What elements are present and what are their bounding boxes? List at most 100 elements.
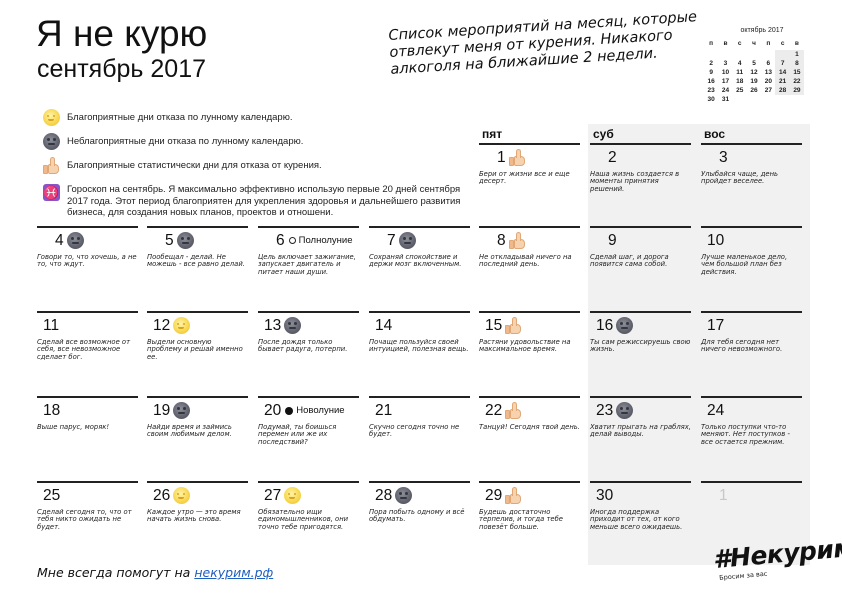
day-quote: Подумай, ты боишься перемен или же их по… (258, 422, 337, 446)
thumbs-up-icon (505, 486, 522, 505)
mini-day: 30 (707, 96, 715, 103)
divider (701, 481, 802, 483)
day-quote: Ты сам режиссируешь свою жизнь. (590, 337, 691, 354)
new-moon-face-icon (616, 317, 634, 334)
mini-day (775, 50, 790, 59)
moon-phase-label: Новолуние (296, 405, 345, 416)
mini-day: 27 (764, 87, 772, 94)
mini-day: 21 (775, 77, 790, 86)
new-moon-face-icon (43, 133, 60, 150)
day-number: 18 (43, 401, 61, 419)
mini-day (733, 50, 747, 59)
legend-horoscope: ♓ Гороскоп на сентябрь. Я максимально эф… (43, 184, 473, 219)
website-link[interactable]: некурим.рф (194, 565, 274, 580)
day-quote: Наша жизнь создается в моменты принятия … (590, 169, 680, 193)
divider (479, 226, 580, 228)
day-cell-17: 17 Для тебя сегодня нет ничего невозможн… (701, 311, 802, 354)
day-number: 25 (43, 486, 61, 504)
day-cell-25: 25 Сделай сегодня то, что от тебя никто … (37, 481, 138, 531)
mini-day: 23 (707, 87, 715, 94)
mini-day: 6 (766, 60, 771, 67)
day-number: 9 (608, 231, 617, 249)
day-number: 1 (719, 486, 728, 504)
day-number: 21 (375, 401, 393, 419)
divider (258, 396, 359, 398)
full-moon-icon (288, 237, 296, 244)
day-quote: Каждое утро — это время начать жизнь сно… (147, 507, 241, 524)
day-number: 12 (153, 316, 171, 334)
divider (147, 481, 248, 483)
mini-day: 26 (750, 87, 758, 94)
legend-text: Гороскоп на сентябрь. Я максимально эффе… (67, 184, 461, 218)
day-cell-10: 10 Лучше маленькое дело, чем большой пла… (701, 226, 802, 276)
day-quote: После дождя только бывает радуга, потерп… (258, 337, 348, 354)
legend-unfavorable-lunar: Неблагоприятные дни отказа по лунному ка… (43, 133, 473, 151)
divider (369, 311, 470, 313)
day-quote: Пообещал - делай. Не можешь - все равно … (147, 252, 245, 269)
mini-day: 5 (752, 60, 756, 67)
day-number: 20 (264, 401, 282, 419)
legend-favorable-lunar: Благоприятные дни отказа по лунному кале… (43, 109, 473, 127)
new-moon-face-icon (173, 402, 191, 419)
divider (701, 311, 802, 313)
mini-day: 15 (789, 68, 805, 77)
day-quote: Обязательно ищи единомышленников, они то… (258, 507, 349, 531)
mini-day: 29 (789, 86, 805, 95)
month-subtitle: сентябрь 2017 (37, 55, 207, 83)
mini-day: 3 (723, 60, 728, 67)
mini-weekday: п (766, 40, 771, 47)
handwritten-note: Список мероприятий на месяц, которые отв… (388, 9, 698, 78)
legend-text: Неблагоприятные дни отказа по лунному ка… (67, 136, 304, 147)
day-number: 24 (707, 401, 725, 419)
day-number: 30 (596, 486, 614, 504)
thumbs-up-icon (43, 157, 60, 175)
mini-day: 28 (775, 86, 790, 95)
day-number: 26 (153, 486, 171, 504)
day-cell-27: 27 Обязательно ищи единомышленников, они… (258, 481, 359, 531)
day-quote: Для тебя сегодня нет ничего невозможного… (701, 337, 783, 354)
day-cell-22: 22 Танцуй! Сегодня твой день. (479, 396, 580, 431)
day-number: 11 (43, 316, 60, 334)
day-quote: Выдели основную проблему и решай именно … (147, 337, 243, 361)
divider (701, 396, 802, 398)
day-number: 1 (497, 148, 506, 166)
day-quote: Иногда поддержка приходит от тех, от ког… (590, 507, 683, 531)
legend-favorable-stat: Благоприятные статистически дни для отка… (43, 157, 473, 175)
day-cell-next-1: 1 (701, 481, 802, 507)
day-quote: Найди время и займись своим любимым дело… (147, 422, 232, 439)
day-number: 16 (596, 316, 614, 334)
day-number: 29 (485, 486, 503, 504)
divider (701, 226, 802, 228)
mini-day: 31 (721, 96, 730, 103)
day-quote: Пора побыть одному и всё обдумать. (369, 507, 465, 524)
day-number: 14 (375, 316, 393, 334)
mini-day: 4 (737, 60, 742, 67)
day-cell-23: 23 Хватит прыгать на граблях, делай выво… (590, 396, 691, 439)
day-number: 13 (264, 316, 282, 334)
divider (369, 396, 470, 398)
day-quote: Хватит прыгать на граблях, делай выводы. (590, 422, 691, 439)
divider (590, 226, 691, 228)
divider (37, 311, 138, 313)
new-moon-face-icon (398, 232, 416, 249)
mini-day: 7 (775, 59, 790, 68)
day-cell-13: 13 После дождя только бывает радуга, пот… (258, 311, 359, 354)
day-quote: Выше парус, моряк! (37, 422, 110, 431)
mini-weekday: в (723, 40, 728, 47)
day-cell-2: суб 2 Наша жизнь создается в моменты при… (590, 124, 691, 193)
legend: Благоприятные дни отказа по лунному кале… (43, 109, 473, 228)
new-moon-face-icon (66, 232, 84, 249)
sun-face-icon (173, 487, 191, 504)
day-quote: Цель включает зажигание, запускает двига… (258, 252, 356, 276)
day-quote: Сохраняй спокойствие и держи мозг включе… (369, 252, 462, 269)
divider (258, 226, 359, 228)
mini-day: 12 (750, 69, 758, 76)
mini-day: 10 (721, 69, 730, 76)
day-number: 23 (596, 401, 614, 419)
pisces-icon: ♓ (43, 184, 60, 201)
divider (147, 226, 248, 228)
legend-text: Благоприятные дни отказа по лунному кале… (67, 112, 293, 123)
mini-calendar-title: октябрь 2017 (740, 27, 784, 34)
divider (37, 226, 138, 228)
day-cell-24: 24 Только поступки что-то меняют. Нет по… (701, 396, 802, 446)
